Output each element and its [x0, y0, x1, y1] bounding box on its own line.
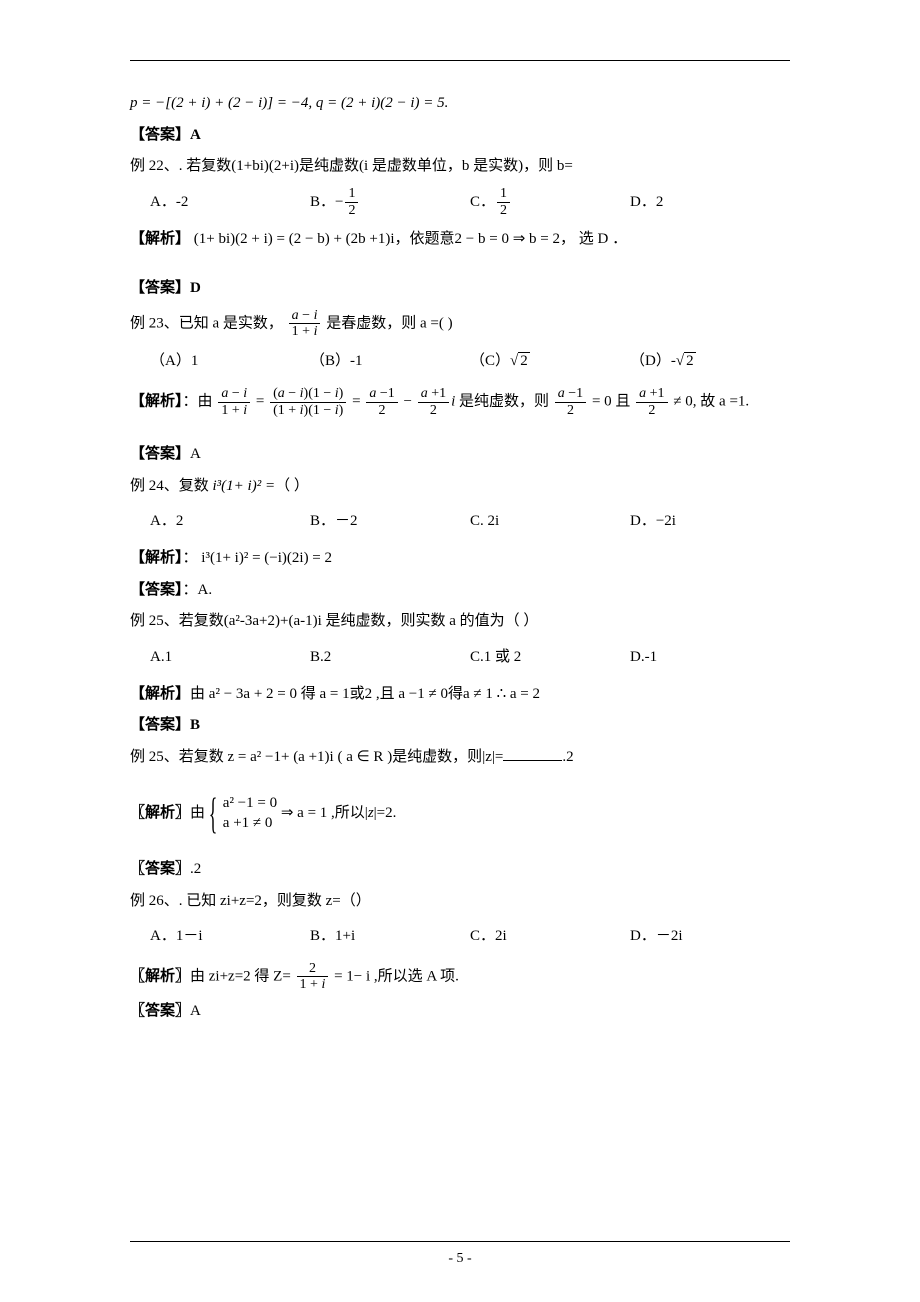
q23-stem: 例 23、已知 a 是实数， a − i1 + i 是春虚数，则 a =( ) [130, 308, 790, 340]
q23-D: （D）-2 [630, 345, 790, 378]
q24-options: A．2 B．－2 C. 2i D．−2i [150, 505, 790, 538]
q24-stem: 例 24、复数 i³(1+ i)² =（ ） [130, 474, 790, 500]
q22-C: C．12 [470, 186, 630, 219]
q23-A: （A）1 [150, 345, 310, 378]
q23-answer-val: A [190, 446, 201, 462]
q23-jiexi: 【解析】：由 a − i1 + i = (a − i)(1 − i)(1 + i… [130, 386, 790, 418]
q25a-answer-val: B [190, 717, 200, 733]
q24-D: D．−2i [630, 505, 790, 538]
q24-B: B．－2 [310, 505, 470, 538]
q25a-C: C.1 或 2 [470, 641, 630, 674]
answer-prev-val: A [190, 127, 201, 143]
q22-jiexi: 【解析】 (1+ bi)(2 + i) = (2 − b) + (2b +1)i… [130, 227, 790, 253]
q23-B: （B）-1 [310, 345, 470, 378]
q25b-answer: 〖答案〗.2 [130, 857, 790, 883]
q25a-stem: 例 25、若复数(a²-3a+2)+(a-1)i 是纯虚数，则实数 a 的值为（… [130, 609, 790, 635]
q26-answer-val: A [190, 1003, 201, 1019]
q26-A: A．1－i [150, 920, 310, 953]
q26-jiexi: 〖解析〗由 zi+z=2 得 Z= 21 + i = 1− i ,所以选 A 项… [130, 961, 790, 993]
q26-C: C．2i [470, 920, 630, 953]
q25b-answer-val: .2 [190, 861, 201, 877]
q23-options: （A）1 （B）-1 （C）2 （D）-2 [150, 345, 790, 378]
answer-prev: 【答案】A [130, 123, 790, 149]
eq-top: p = −[(2 + i) + (2 − i)] = −4, q = (2 + … [130, 91, 790, 117]
rule-top [130, 60, 790, 61]
q25b-jiexi: 〖解析〗由 a² −1 = 0 a +1 ≠ 0 ⇒ a = 1 ,所以|z|=… [130, 794, 790, 833]
q25a-jiexi: 【解析】由 a² − 3a + 2 = 0 得 a = 1或2 ,且 a −1 … [130, 682, 790, 708]
page: p = −[(2 + i) + (2 − i)] = −4, q = (2 + … [0, 0, 920, 1302]
page-number: - 5 - [0, 1251, 920, 1267]
q24-answer: 【答案】：A. [130, 578, 790, 604]
brace-system: a² −1 = 0 a +1 ≠ 0 [209, 794, 277, 833]
ans-bracket: 【答案】 [130, 127, 190, 143]
q22-answer-val: D [190, 280, 201, 296]
q23-answer: 【答案】A [130, 442, 790, 468]
q24-answer-val: ：A. [183, 582, 213, 598]
q22-answer: 【答案】D [130, 276, 790, 302]
q22-A: A．-2 [150, 186, 310, 219]
q25a-A: A.1 [150, 641, 310, 674]
q25a-answer: 【答案】B [130, 713, 790, 739]
q25b-stem: 例 25、若复数 z = a² −1+ (a +1)i ( a ∈ R )是纯虚… [130, 745, 790, 771]
q25a-D: D.-1 [630, 641, 790, 674]
q24-C: C. 2i [470, 505, 630, 538]
q22-B: B．−12 [310, 186, 470, 219]
q24-jiexi: 【解析】： i³(1+ i)² = (−i)(2i) = 2 [130, 546, 790, 572]
q23-C: （C）2 [470, 345, 630, 378]
q24-A: A．2 [150, 505, 310, 538]
blank-line [503, 760, 562, 761]
q25a-options: A.1 B.2 C.1 或 2 D.-1 [150, 641, 790, 674]
q25a-B: B.2 [310, 641, 470, 674]
q26-options: A．1－i B．1+i C．2i D．－2i [150, 920, 790, 953]
q26-D: D．－2i [630, 920, 790, 953]
q26-stem: 例 26、. 已知 zi+z=2，则复数 z=（） [130, 889, 790, 915]
eq-top-text: p = −[(2 + i) + (2 − i)] = −4, q = (2 + … [130, 95, 448, 111]
q22-options: A．-2 B．−12 C．12 D．2 [150, 186, 790, 219]
rule-bottom [130, 1241, 790, 1242]
q26-answer: 〖答案〗A [130, 999, 790, 1025]
q22-stem: 例 22、. 若复数(1+bi)(2+i)是纯虚数(i 是虚数单位，b 是实数)… [130, 154, 790, 180]
q26-B: B．1+i [310, 920, 470, 953]
q22-D: D．2 [630, 186, 790, 219]
